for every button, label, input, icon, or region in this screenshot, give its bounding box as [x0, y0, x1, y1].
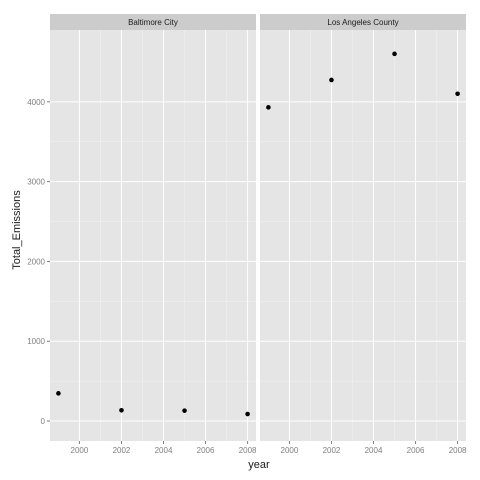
y-tick-label: 4000	[27, 98, 45, 107]
x-tick-label: 2002	[323, 446, 341, 455]
x-tick-label: 2004	[365, 446, 383, 455]
data-point	[182, 408, 187, 413]
facet-panel-2: Los Angeles County	[260, 14, 466, 441]
data-point	[392, 51, 397, 57]
x-tick-label: 2008	[239, 446, 257, 455]
y-tick-label: 3000	[27, 178, 45, 187]
facet-strip	[260, 14, 466, 30]
data-point	[245, 411, 250, 417]
facet-panels: Baltimore City Los Angeles County	[50, 14, 466, 441]
x-axis: 2000 2002 2004 2006 2008 2000 2002 2004 2006 2008	[71, 441, 467, 455]
data-point	[56, 391, 61, 396]
facet-strip-label: Baltimore City	[128, 18, 178, 27]
x-tick-label: 2004	[155, 446, 173, 455]
y-tick-label: 2000	[27, 257, 45, 266]
facet-strip	[50, 14, 256, 30]
x-tick-label: 2002	[113, 446, 131, 455]
x-tick-label: 2000	[71, 446, 89, 455]
panel-background	[260, 30, 466, 441]
facet-panel-1: Baltimore City	[50, 14, 256, 441]
data-point	[455, 91, 460, 97]
panel-background	[50, 30, 256, 441]
x-tick-label: 2006	[197, 446, 215, 455]
x-tick-label: 2000	[281, 446, 299, 455]
data-point	[119, 407, 124, 413]
y-tick-label: 0	[41, 417, 46, 426]
x-tick-label: 2006	[407, 446, 425, 455]
x-axis-title: year	[248, 459, 270, 471]
x-tick-label: 2008	[449, 446, 467, 455]
data-point	[266, 105, 271, 110]
y-axis-title: Total_Emissions	[11, 190, 23, 270]
facet-strip-label: Los Angeles County	[327, 18, 398, 27]
y-axis: 0 1000 2000 3000 4000	[27, 98, 50, 426]
data-point	[329, 77, 334, 83]
y-tick-label: 1000	[27, 337, 45, 346]
